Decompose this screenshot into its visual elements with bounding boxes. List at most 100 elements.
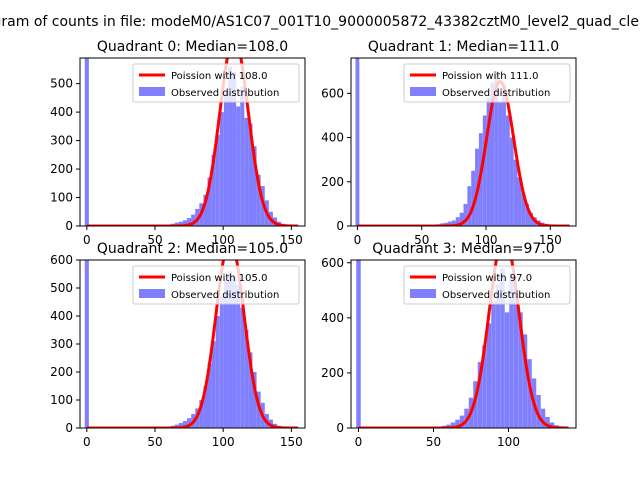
y-tick-label: 500 bbox=[50, 77, 73, 91]
histogram-bar bbox=[467, 186, 472, 226]
histogram-bar bbox=[545, 416, 550, 428]
subplot-title: Quadrant 0: Median=108.0 bbox=[97, 39, 288, 55]
histogram-bar bbox=[451, 220, 456, 226]
legend: Poission with 108.0 Observed distribution bbox=[132, 63, 300, 103]
y-tick-label: 0 bbox=[336, 421, 344, 435]
subplot-title: Quadrant 2: Median=105.0 bbox=[97, 241, 288, 257]
histogram-bar bbox=[482, 345, 487, 428]
histogram-bar bbox=[498, 102, 503, 226]
x-tick-label: 100 bbox=[475, 233, 498, 247]
legend-poisson-label: Poission with 97.0 bbox=[442, 273, 532, 284]
histogram-bar bbox=[182, 220, 188, 226]
histogram-bar bbox=[227, 66, 233, 226]
histogram-bar bbox=[518, 312, 523, 428]
histogram-bar bbox=[509, 137, 514, 226]
histogram-bar bbox=[187, 418, 192, 428]
y-tick-label: 400 bbox=[321, 311, 344, 325]
legend-box bbox=[132, 265, 300, 305]
x-tick-label: 150 bbox=[280, 233, 303, 247]
histogram-bar bbox=[495, 284, 501, 428]
subplot-title: Quadrant 3: Median=97.0 bbox=[372, 241, 554, 257]
histogram-bar bbox=[248, 123, 253, 226]
histogram-bar bbox=[215, 316, 220, 428]
histogram-bar bbox=[486, 323, 492, 428]
y-tick-label: 500 bbox=[50, 281, 73, 295]
histogram-bar bbox=[540, 408, 546, 428]
y-tick-label: 400 bbox=[50, 309, 73, 323]
y-tick-label: 600 bbox=[321, 256, 344, 270]
y-tick-label: 600 bbox=[321, 86, 344, 100]
histogram-bar bbox=[236, 285, 241, 428]
histogram-bar bbox=[471, 170, 476, 226]
histogram-bar bbox=[355, 58, 360, 226]
histogram-bar bbox=[356, 260, 361, 428]
axes-frame bbox=[79, 57, 306, 227]
x-tick-label: 0 bbox=[83, 435, 91, 449]
legend-poisson-label: Poission with 111.0 bbox=[442, 71, 538, 82]
x-tick-label: 50 bbox=[426, 435, 441, 449]
legend-observed-swatch bbox=[410, 87, 436, 96]
subplot-quadrant-3: 0 50 100 0 200 400 600 Quadrant 3: Median=97.0 P… bbox=[321, 241, 577, 449]
histogram-bar bbox=[174, 424, 179, 428]
histogram-bar bbox=[227, 271, 233, 428]
legend-observed-swatch bbox=[410, 289, 436, 298]
histogram-bar bbox=[244, 117, 249, 226]
y-tick-label: 400 bbox=[321, 131, 344, 145]
histogram-bar bbox=[521, 192, 526, 226]
histogram-bar bbox=[207, 177, 212, 226]
histogram-bar bbox=[211, 341, 216, 428]
y-tick-label: 200 bbox=[321, 175, 344, 189]
histogram-bar bbox=[215, 134, 220, 226]
histogram-bar bbox=[244, 330, 249, 428]
y-tick-label: 100 bbox=[50, 191, 73, 205]
histogram-bar bbox=[490, 82, 495, 226]
x-tick-label: 150 bbox=[539, 233, 562, 247]
histogram-bar bbox=[203, 194, 208, 226]
histogram-bar bbox=[444, 222, 449, 226]
histogram-bar bbox=[223, 279, 228, 428]
histogram-bar bbox=[199, 400, 204, 428]
histogram-bar bbox=[455, 217, 460, 226]
histogram-bar bbox=[207, 363, 212, 428]
histogram-bar bbox=[549, 422, 555, 428]
legend: Poission with 97.0 Observed distribution bbox=[403, 265, 571, 305]
histogram-bar bbox=[459, 212, 464, 226]
x-tick-label: 100 bbox=[212, 435, 235, 449]
legend-box bbox=[132, 63, 300, 103]
histogram-bar bbox=[187, 218, 192, 226]
histogram-bar bbox=[536, 394, 541, 428]
x-tick-label: 150 bbox=[280, 435, 303, 449]
x-tick-label: 50 bbox=[414, 233, 429, 247]
x-tick-label: 0 bbox=[355, 435, 363, 449]
histogram-bar bbox=[182, 421, 188, 428]
poisson-curve bbox=[86, 58, 299, 226]
histogram-bar bbox=[517, 177, 522, 226]
figure-suptitle: Histogram of counts in file: modeM0/AS1C… bbox=[0, 14, 640, 30]
histogram-bar bbox=[232, 276, 237, 428]
subplot-title: Quadrant 1: Median=111.0 bbox=[368, 39, 559, 55]
histogram-bar bbox=[203, 386, 208, 428]
histogram-bar bbox=[232, 72, 237, 226]
poisson-curve bbox=[357, 260, 570, 428]
legend-poisson-label: Poission with 105.0 bbox=[171, 273, 267, 284]
y-tick-label: 200 bbox=[50, 365, 73, 379]
y-tick-label: 400 bbox=[50, 105, 73, 119]
subplot-quadrant-2: 0 50 100 150 0 100 200 300 400 500 600 Quadrant 2: … bbox=[50, 241, 306, 449]
subplot-quadrant-0: 0 50 100 150 0 100 200 300 400 500 Quadrant 0: Med… bbox=[50, 39, 306, 247]
histogram-bar bbox=[448, 221, 452, 226]
legend-box bbox=[403, 63, 571, 103]
histogram-bar bbox=[486, 97, 491, 226]
poisson-curve bbox=[86, 260, 299, 428]
histogram-bar bbox=[223, 92, 228, 226]
histogram-bar bbox=[500, 268, 505, 428]
x-tick-label: 0 bbox=[354, 233, 362, 247]
histogram-bar bbox=[84, 260, 89, 428]
histogram-bar bbox=[527, 359, 532, 428]
histogram-bar bbox=[219, 296, 224, 428]
histogram-bar bbox=[504, 312, 510, 428]
legend-observed-label: Observed distribution bbox=[171, 290, 279, 301]
histogram-bar bbox=[477, 361, 483, 428]
